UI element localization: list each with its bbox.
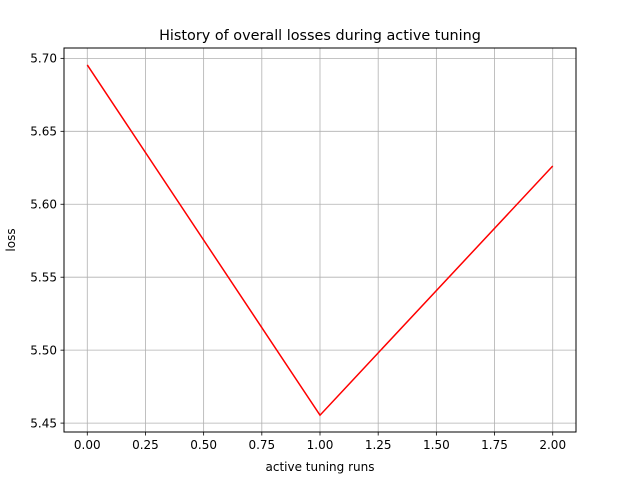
- x-axis-label: active tuning runs: [266, 460, 375, 474]
- x-tick-label: 2.00: [539, 438, 566, 452]
- x-tick-label: 0.25: [132, 438, 159, 452]
- x-tick-label: 1.75: [481, 438, 508, 452]
- y-tick-label: 5.60: [30, 198, 57, 212]
- y-tick-label: 5.45: [30, 416, 57, 430]
- y-tick-label: 5.65: [30, 125, 57, 139]
- x-tick-label: 0.75: [248, 438, 275, 452]
- x-tick-label: 1.25: [365, 438, 392, 452]
- x-tick-label: 0.50: [190, 438, 217, 452]
- chart-title: History of overall losses during active …: [159, 28, 481, 44]
- y-tick-label: 5.70: [30, 52, 57, 66]
- y-axis-label: loss: [4, 228, 18, 251]
- x-tick-label: 1.00: [307, 438, 334, 452]
- x-tick-label: 1.50: [423, 438, 450, 452]
- y-tick-label: 5.50: [30, 343, 57, 357]
- y-tick-label: 5.55: [30, 271, 57, 285]
- x-tick-label: 0.00: [74, 438, 101, 452]
